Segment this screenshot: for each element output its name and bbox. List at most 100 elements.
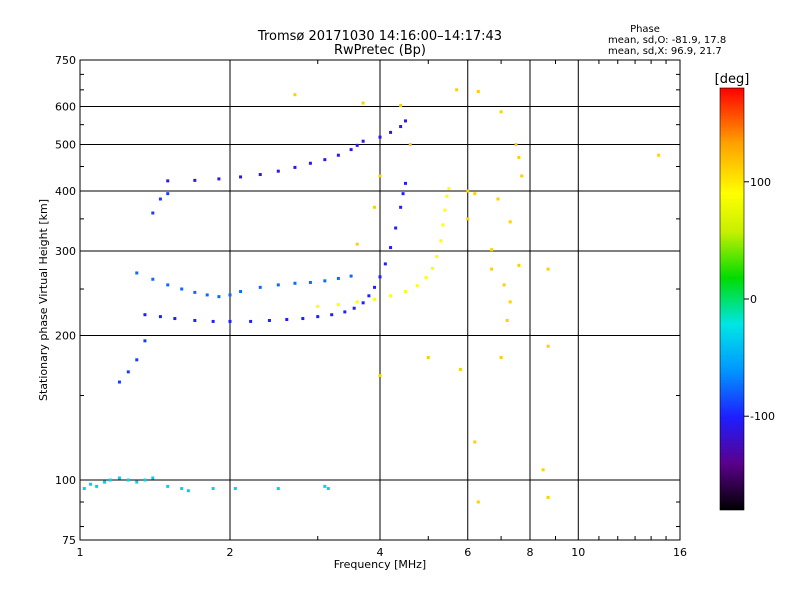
data-point [458,367,462,371]
data-point [439,239,443,243]
data-point [349,274,353,278]
data-point [258,285,262,289]
colorbar-tick-label: 0 [750,293,757,306]
y-tick-label: 500 [55,139,76,152]
data-point [517,155,521,159]
data-point [151,211,155,215]
data-point [95,484,99,488]
data-point [82,487,86,491]
data-point [476,500,480,504]
y-tick-label: 75 [62,534,76,547]
data-point [205,293,209,297]
data-point [135,480,139,484]
data-point [399,125,403,129]
data-point [158,315,162,319]
data-point [117,476,121,480]
stats-line-x: mean, sd,X: 96.9, 21.7 [608,46,722,57]
x-tick-label: 4 [377,546,384,559]
data-point [424,276,428,280]
data-point [166,179,170,183]
colorbar-ticks: 100 0 -100 [744,176,775,423]
data-point [301,317,305,321]
x-tick-label: 8 [527,546,534,559]
data-point [211,319,215,323]
data-point [546,344,550,348]
data-point [180,287,184,291]
data-point [355,300,359,304]
data-point [378,135,382,139]
data-point [378,275,382,279]
data-point [508,300,512,304]
data-point [373,205,377,209]
data-point [349,148,353,152]
data-point [505,318,509,322]
data-point [426,355,430,359]
data-point [293,165,297,169]
data-point [135,358,139,362]
data-point [211,487,215,491]
y-tick-label: 400 [55,185,76,198]
data-point [431,266,435,270]
data-point [228,293,232,297]
data-point [546,267,550,271]
data-point [490,267,494,271]
data-point [193,290,197,294]
data-point [361,101,365,105]
data-point [326,487,330,491]
x-tick-label: 16 [673,546,687,559]
data-point [186,489,190,493]
data-point [276,487,280,491]
colorbar-tick-label: 100 [750,176,771,189]
data-point [367,294,371,298]
data-point [158,197,162,201]
data-point [401,192,405,196]
data-point [408,143,412,147]
data-point [443,208,447,212]
data-point [151,476,155,480]
data-point [361,301,365,305]
data-point [403,119,407,123]
data-point [336,276,340,280]
data-point [330,313,334,317]
data-point [496,197,500,201]
plot-frame [79,59,681,541]
data-point [403,290,407,294]
data-point [373,297,377,301]
data-point [276,283,280,287]
data-point [166,283,170,287]
data-point [399,103,403,107]
data-point [117,380,121,384]
x-tick-label: 2 [227,546,234,559]
data-point [166,484,170,488]
y-axis-ticks: 75 100 200 300 400 500 600 750 [55,54,680,547]
data-point [323,484,327,488]
data-point [508,220,512,224]
data-point [466,189,470,193]
colorbar-label: [deg] [715,72,750,87]
data-points [82,88,661,504]
data-point [373,285,377,289]
colorbar [719,87,745,511]
x-axis-label: Frequency [MHz] [334,558,426,571]
data-point [103,480,107,484]
data-point [228,319,232,323]
data-point [173,317,177,321]
data-point [441,223,445,227]
data-point [490,248,494,252]
data-point [473,440,477,444]
data-point [378,174,382,178]
data-point [323,279,327,283]
x-tick-label: 6 [464,546,471,559]
data-point [108,478,112,482]
data-point [276,169,280,173]
x-axis-ticks: 1 2 4 6 8 10 16 [77,60,687,559]
data-point [499,355,503,359]
data-point [352,306,356,310]
data-point [546,495,550,499]
data-point [389,246,393,250]
data-point [383,262,387,266]
data-point [135,271,139,275]
data-point [267,318,271,322]
data-point [394,226,398,230]
